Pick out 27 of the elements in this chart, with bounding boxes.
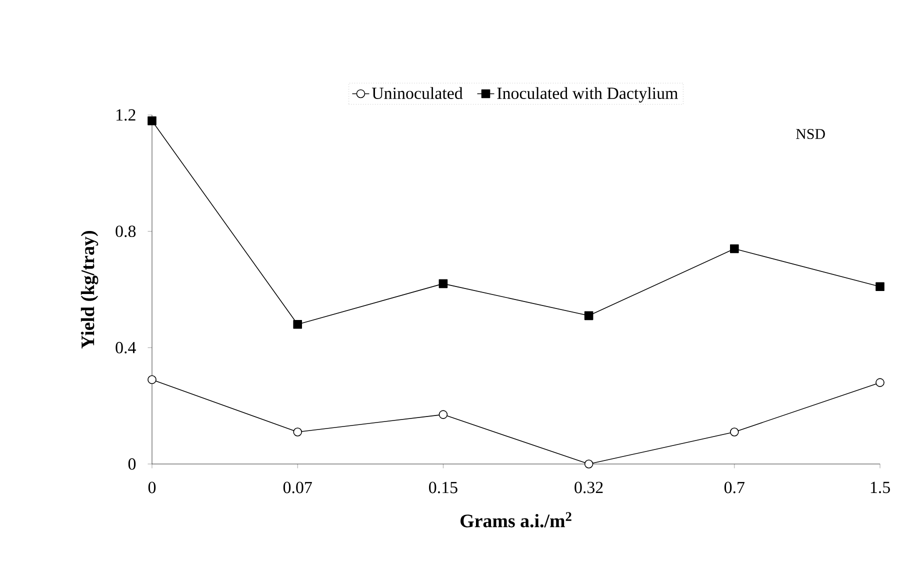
legend-label: Inoculated with Dactylium [497,87,678,103]
point [730,244,739,254]
x-tick-label: 1.5 [870,482,890,494]
point [148,375,156,384]
point [438,410,448,419]
point [148,116,156,126]
point [438,279,448,288]
point [730,428,739,436]
x-tick-label: 0.07 [283,482,312,494]
x-tick-label: 0.32 [574,482,603,494]
annotation: NSD [796,128,825,140]
x-tick-label: 0.7 [724,482,745,494]
point [584,460,594,468]
point [876,282,884,291]
x-tick-label: 0.15 [429,482,458,494]
y-tick-label: 1.2 [116,109,136,121]
point [584,311,594,320]
y-tick-label: 0.4 [116,342,136,354]
point [293,428,302,436]
x-tick-label: 0 [148,482,156,494]
x-axis-title: Grams a.i./m$^{2}$ [460,512,572,528]
y-axis-title: Yield (kg/tray) [80,231,98,348]
legend-label: Uninoculated [372,87,463,100]
y-tick-label: 0 [128,458,136,470]
point [876,378,884,387]
point [293,320,302,329]
y-tick-label: 0.8 [116,226,136,238]
